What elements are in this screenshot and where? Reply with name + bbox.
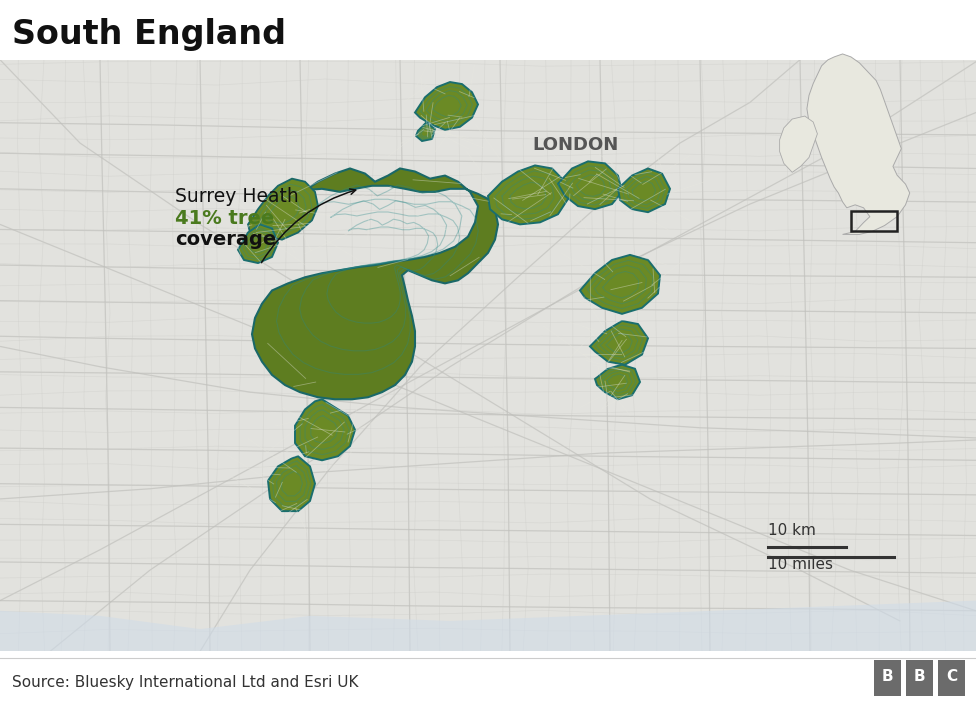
Text: Source: Bluesky International Ltd and Esri UK: Source: Bluesky International Ltd and Es… [12,675,358,690]
Polygon shape [807,54,910,234]
Text: 10 miles: 10 miles [768,557,833,572]
Polygon shape [252,168,498,399]
Polygon shape [415,82,478,130]
Polygon shape [416,123,435,141]
Polygon shape [248,178,318,239]
Polygon shape [238,225,278,263]
Bar [851,211,897,232]
Polygon shape [780,116,818,172]
Text: B: B [914,669,925,684]
FancyBboxPatch shape [938,660,965,696]
Polygon shape [268,456,315,511]
Text: Surrey Heath: Surrey Heath [175,187,299,206]
Polygon shape [595,365,640,399]
Polygon shape [558,161,622,209]
Text: South England: South England [12,18,286,51]
Polygon shape [618,168,670,212]
Polygon shape [295,399,355,461]
Text: LONDON: LONDON [532,136,618,154]
Polygon shape [590,321,648,365]
FancyBboxPatch shape [906,660,933,696]
FancyBboxPatch shape [874,660,901,696]
Polygon shape [0,601,976,651]
Text: C: C [946,669,957,684]
Polygon shape [488,166,568,225]
Text: coverage: coverage [175,230,276,249]
Text: B: B [881,669,893,684]
Text: 41% tree: 41% tree [175,209,274,228]
Polygon shape [580,255,660,314]
Text: 10 km: 10 km [768,522,816,538]
